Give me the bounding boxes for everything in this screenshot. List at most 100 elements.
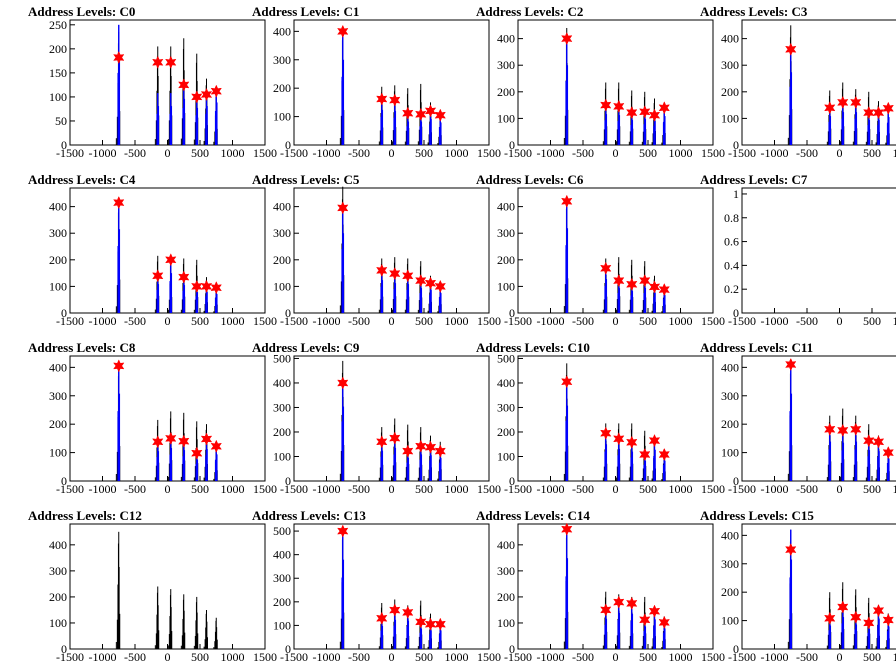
y-tick-label: 300 [497,226,515,240]
peak-marker-star [210,281,222,295]
peak-marker-star [613,99,625,114]
y-tick-label: 100 [49,279,67,293]
y-tick-label: 500 [273,524,291,538]
panel-c15: Address Levels: C15 0 100 200 300 400 -1500 -10… [700,508,896,664]
x-tick-label: 0 [837,314,843,328]
peak-marker-star [389,266,401,281]
y-tick-label: 200 [49,417,67,431]
x-tick-label: 0 [165,146,171,160]
x-tick-label: 1000 [221,650,245,664]
y-tick-label: 100 [497,111,515,125]
peak-marker-star [626,277,638,291]
peak-marker-star [872,603,885,618]
plot-frame [69,187,266,314]
x-tick-label: -500 [124,146,146,160]
x-tick-label: -1000 [313,482,341,496]
peak-marker-star [639,273,651,288]
x-tick-label: -1500 [504,650,532,664]
x-tick-label: 1000 [445,482,469,496]
peak-marker-star [200,432,213,446]
x-tick-label: 1000 [669,314,693,328]
y-tick-label: 400 [497,32,515,46]
y-tick-label: 200 [273,253,291,267]
x-tick-label: -1000 [537,482,565,496]
x-tick-label: 1000 [445,146,469,160]
y-tick-label: 300 [721,557,739,571]
x-tick-label: -500 [572,482,594,496]
peak-marker-star [415,273,427,288]
x-tick-label: -500 [572,314,594,328]
x-tick-label: -1000 [313,650,341,664]
x-tick-label: -1500 [728,314,756,328]
x-tick-label: 1500 [701,650,725,664]
y-tick-label: 0 [285,138,291,152]
y-tick-label: 300 [721,58,739,72]
panel-c8: Address Levels: C8 0 100 200 300 400 -1500 -100… [28,340,277,496]
x-tick-label: 1500 [477,650,501,664]
panel-title: Address Levels: C12 [28,508,142,523]
panel-c14: Address Levels: C14 0 100 200 300 400 -1500 -10… [476,508,725,664]
peak-marker-star [434,617,446,631]
y-tick-label: 200 [721,417,739,431]
panel-title: Address Levels: C9 [252,340,360,355]
panel-title: Address Levels: C1 [252,4,359,19]
peak-marker-star [600,603,612,617]
x-tick-label: -500 [348,650,370,664]
y-tick-label: 100 [721,111,739,125]
y-tick-label: 100 [49,90,67,104]
x-tick-label: 500 [639,146,657,160]
peak-marker-star [424,617,437,631]
x-tick-label: -1500 [280,482,308,496]
peak-marker-star [191,279,203,294]
x-tick-label: -1000 [313,314,341,328]
y-tick-label: 200 [721,85,739,99]
y-tick-label: 300 [497,564,515,578]
panel-c5: Address Levels: C5 0 100 200 300 400 -1500 -100… [252,172,501,328]
peak-marker-star [424,104,437,118]
x-tick-label: 500 [415,314,433,328]
plot-frame [293,19,490,146]
y-tick-label: 200 [273,425,291,439]
peak-marker-star [850,422,862,436]
x-tick-label: -1500 [56,482,84,496]
peak-marker-star [376,611,388,625]
x-tick-label: -1000 [313,146,341,160]
peak-marker-star [113,50,125,65]
y-tick-label: 400 [273,376,291,390]
peak-marker-star [152,269,164,283]
peak-marker-star [863,434,875,448]
y-tick-label: 0 [733,474,739,488]
peak-marker-star [165,55,177,69]
x-tick-label: -500 [796,146,818,160]
x-tick-label: -1500 [504,314,532,328]
x-tick-label: 500 [191,482,209,496]
peak-marker-star [402,106,414,120]
y-tick-label: 200 [273,595,291,609]
peak-marker-star [658,282,670,297]
plot-frame [69,523,266,650]
peak-marker-star [882,101,894,115]
y-tick-label: 200 [497,590,515,604]
y-tick-label: 400 [49,360,67,374]
x-tick-label: -1500 [56,146,84,160]
y-tick-label: 200 [49,42,67,56]
panel-title: Address Levels: C0 [28,4,135,19]
peak-marker-star [658,615,670,630]
peak-marker-star [389,431,401,445]
y-tick-label: 0.8 [724,211,739,225]
y-tick-label: 100 [273,110,291,124]
x-tick-label: -1500 [56,314,84,328]
x-tick-label: 0 [389,650,395,664]
peak-marker-star [561,31,573,46]
y-tick-label: 0 [285,642,291,656]
y-tick-label: 400 [273,24,291,38]
panel-c0: Address Levels: C0 0 50 100 150 200 250 -1500 -1… [28,4,277,160]
peak-marker-star [178,270,190,284]
peak-marker-star [600,261,612,275]
y-tick-label: 0.6 [724,235,739,249]
plot-frame [69,355,266,482]
y-tick-label: 0 [733,306,739,320]
x-tick-label: 0 [389,482,395,496]
y-tick-label: 100 [721,614,739,628]
